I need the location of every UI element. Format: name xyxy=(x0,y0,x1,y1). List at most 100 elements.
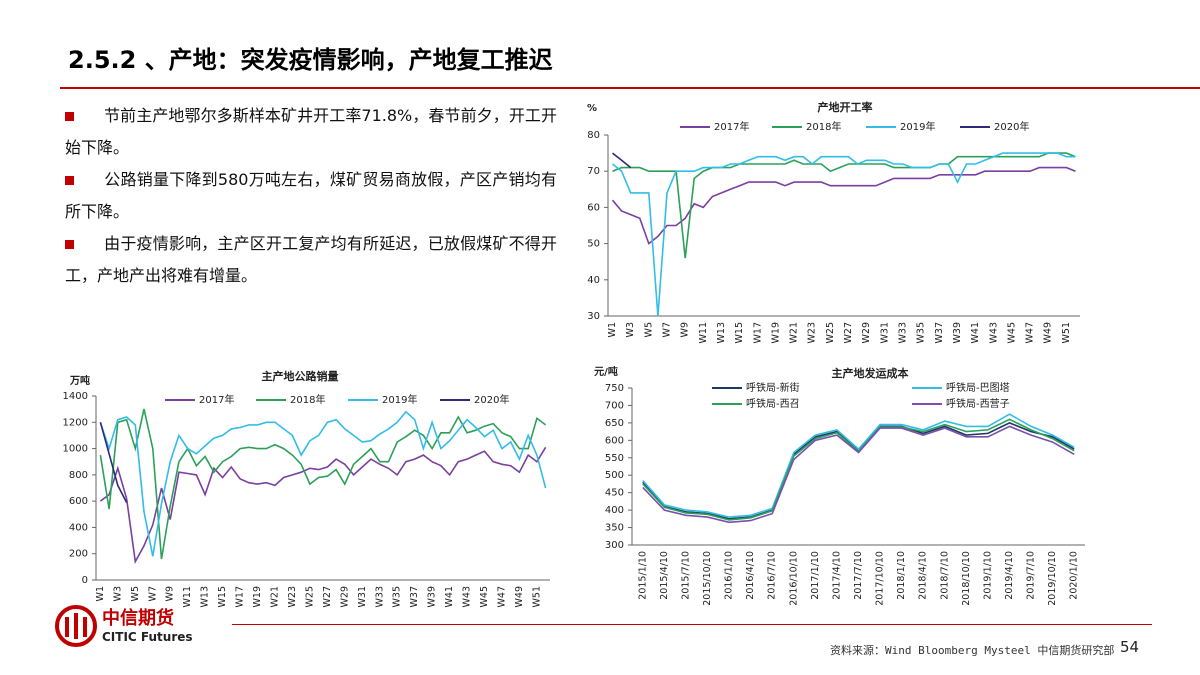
y-axis-unit: 元/吨 xyxy=(594,365,618,378)
series-line xyxy=(612,152,1076,259)
bullet-text: 公路销量下降到580万吨左右，煤矿贸易商放假，产区产销均有所下降。 xyxy=(65,170,557,221)
x-tick-label: 2019/10/10 xyxy=(1047,551,1058,606)
x-tick-label: 2016/4/10 xyxy=(745,551,756,600)
x-tick-label: W23 xyxy=(807,322,818,343)
x-tick-label: 2018/10/10 xyxy=(961,551,972,606)
legend-label: 2019年 xyxy=(382,393,417,406)
y-tick-label: 400 xyxy=(605,505,624,516)
x-tick-label: W17 xyxy=(752,322,763,343)
legend-label: 2019年 xyxy=(900,120,935,133)
x-tick-label: W15 xyxy=(217,586,228,607)
x-tick-label: W37 xyxy=(934,322,945,343)
legend-label: 2018年 xyxy=(806,120,841,133)
series-line xyxy=(612,152,1076,317)
x-tick-label: 2017/10/10 xyxy=(875,551,886,606)
x-tick-label: 2019/7/10 xyxy=(1026,551,1037,600)
bullet-list: 节前主产地鄂尔多斯样本矿井开工率71.8%，春节前夕，开工开始下降。 公路销量下… xyxy=(65,100,557,292)
x-tick-label: W19 xyxy=(252,586,263,607)
x-tick-label: W51 xyxy=(531,586,542,607)
x-tick-label: W5 xyxy=(643,322,654,337)
x-tick-label: W1 xyxy=(95,586,106,601)
x-tick-label: 2018/4/10 xyxy=(918,551,929,600)
y-tick-label: 750 xyxy=(605,383,624,394)
x-tick-label: W39 xyxy=(427,586,438,607)
x-tick-label: 2017/7/10 xyxy=(853,551,864,600)
y-tick-label: 200 xyxy=(69,549,88,560)
y-tick-label: 1200 xyxy=(63,417,88,428)
x-tick-label: W35 xyxy=(916,322,927,343)
series-line xyxy=(642,413,1075,518)
x-tick-label: W27 xyxy=(843,322,854,343)
logo-name: 中信期货 xyxy=(102,608,174,629)
x-tick-label: 2015/4/10 xyxy=(659,551,670,600)
y-tick-label: 500 xyxy=(605,470,624,481)
legend-label: 呼铁局-巴图塔 xyxy=(946,381,1010,394)
x-tick-label: W25 xyxy=(825,322,836,343)
x-tick-label: 2016/10/10 xyxy=(788,551,799,606)
bullet: 由于疫情影响，主产区开工复产均有所延迟，已放假煤矿不得开工，产地产出将难有增量。 xyxy=(65,228,557,292)
x-tick-label: W17 xyxy=(235,586,246,607)
bullet-marker xyxy=(65,112,74,121)
x-tick-label: W21 xyxy=(789,322,800,343)
y-tick-label: 450 xyxy=(605,488,624,499)
x-tick-label: W31 xyxy=(357,586,368,607)
bullet-text: 节前主产地鄂尔多斯样本矿井开工率71.8%，春节前夕，开工开始下降。 xyxy=(65,106,557,157)
series-line xyxy=(99,408,547,560)
x-tick-label: 2020/1/10 xyxy=(1069,551,1080,600)
x-tick-label: 2016/7/10 xyxy=(767,551,778,600)
chart-title: 主产地公路销量 xyxy=(262,369,339,383)
x-tick-label: W43 xyxy=(988,322,999,343)
bullet-marker xyxy=(65,176,74,185)
x-tick-label: W5 xyxy=(130,586,141,601)
y-axis-unit: % xyxy=(587,103,597,114)
x-tick-label: W33 xyxy=(898,322,909,343)
chart-title: 主产地发运成本 xyxy=(832,366,909,380)
y-tick-label: 0 xyxy=(82,575,88,586)
y-tick-label: 600 xyxy=(605,435,624,446)
x-tick-label: W29 xyxy=(339,586,350,607)
x-tick-label: W1 xyxy=(607,322,618,337)
x-tick-label: W7 xyxy=(662,322,673,337)
x-tick-label: W45 xyxy=(1006,322,1017,343)
x-tick-label: 2016/1/10 xyxy=(724,551,735,600)
y-axis-unit: 万吨 xyxy=(69,374,90,387)
x-tick-label: W7 xyxy=(147,586,158,601)
x-tick-label: 2017/4/10 xyxy=(831,551,842,600)
legend-label: 2017年 xyxy=(199,393,234,406)
x-tick-label: W25 xyxy=(304,586,315,607)
y-tick-label: 300 xyxy=(605,540,624,551)
x-tick-label: W39 xyxy=(952,322,963,343)
x-tick-label: W31 xyxy=(879,322,890,343)
y-tick-label: 1000 xyxy=(63,444,88,455)
logo-icon xyxy=(55,605,97,647)
x-tick-label: W9 xyxy=(165,586,176,601)
x-tick-label: 2019/1/10 xyxy=(982,551,993,600)
y-tick-label: 350 xyxy=(605,523,624,534)
y-tick-label: 700 xyxy=(605,400,624,411)
x-tick-label: W37 xyxy=(409,586,420,607)
x-tick-label: W45 xyxy=(479,586,490,607)
bullet: 节前主产地鄂尔多斯样本矿井开工率71.8%，春节前夕，开工开始下降。 xyxy=(65,100,557,164)
x-tick-label: W49 xyxy=(1043,322,1054,343)
y-tick-label: 600 xyxy=(69,496,88,507)
source-note: 资料来源：Wind Bloomberg Mysteel 中信期货研究部 xyxy=(830,644,1115,657)
series-line xyxy=(611,166,1076,245)
y-tick-label: 1400 xyxy=(63,391,88,402)
series-line xyxy=(99,446,547,565)
legend-label: 2017年 xyxy=(714,120,749,133)
page-number: 54 xyxy=(1120,638,1140,656)
x-tick-label: 2019/4/10 xyxy=(1004,551,1015,600)
x-tick-label: 2015/10/10 xyxy=(702,551,713,606)
series-line xyxy=(642,422,1075,520)
legend-label: 呼铁局-西营子 xyxy=(946,397,1010,410)
x-tick-label: 2015/7/10 xyxy=(680,551,691,600)
x-tick-label: W41 xyxy=(444,586,455,607)
x-tick-label: W35 xyxy=(392,586,403,607)
logo-name-en: CITIC Futures xyxy=(102,630,193,644)
x-tick-label: W43 xyxy=(462,586,473,607)
x-tick-label: W47 xyxy=(496,586,507,607)
x-tick-label: W41 xyxy=(970,322,981,343)
x-tick-label: W47 xyxy=(1025,322,1036,343)
x-tick-label: W33 xyxy=(374,586,385,607)
